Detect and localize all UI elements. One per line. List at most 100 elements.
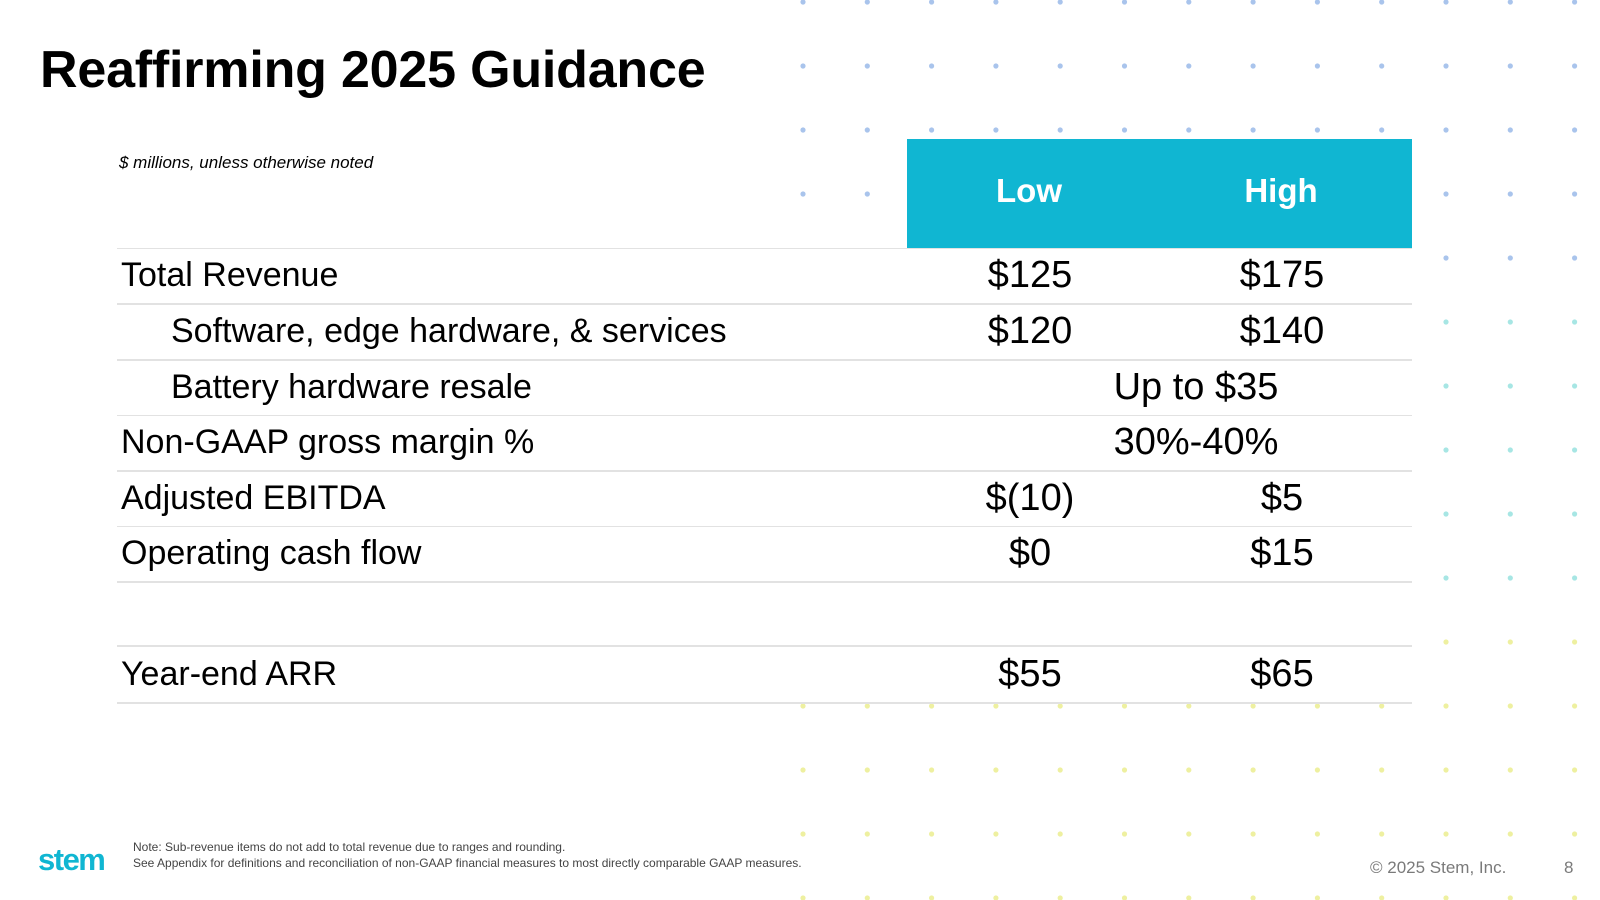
decorative-dot bbox=[1186, 895, 1192, 900]
decorative-dot bbox=[1379, 703, 1385, 709]
row-high-value: $175 bbox=[1239, 254, 1325, 296]
decorative-dot bbox=[864, 703, 870, 709]
decorative-dot bbox=[1443, 831, 1449, 837]
decorative-dot bbox=[1379, 127, 1385, 133]
row-low-value: $0 bbox=[1008, 532, 1052, 574]
decorative-dot bbox=[1314, 127, 1320, 133]
decorative-dot bbox=[1250, 127, 1256, 133]
decorative-dot bbox=[1443, 639, 1449, 645]
decorative-dot bbox=[1121, 63, 1128, 69]
decorative-dot bbox=[864, 0, 870, 5]
row-label: Total Revenue bbox=[121, 256, 339, 294]
table-section-divider bbox=[117, 645, 1412, 647]
decorative-dot bbox=[1572, 831, 1578, 837]
decorative-dot bbox=[1507, 895, 1513, 900]
decorative-dot bbox=[1314, 703, 1320, 709]
decorative-dot bbox=[1057, 831, 1063, 837]
row-label: Software, edge hardware, & services bbox=[171, 312, 727, 350]
decorative-dot bbox=[929, 895, 935, 900]
decorative-dot bbox=[1121, 895, 1128, 900]
decorative-dot bbox=[1443, 127, 1449, 133]
row-label: Year-end ARR bbox=[121, 655, 338, 693]
decorative-dot bbox=[1379, 895, 1385, 900]
decorative-dot bbox=[864, 191, 870, 197]
decorative-dot bbox=[1250, 63, 1256, 69]
decorative-dot bbox=[1314, 0, 1320, 5]
decorative-dot bbox=[993, 63, 999, 69]
decorative-dot bbox=[1186, 63, 1192, 69]
decorative-dot bbox=[1572, 639, 1578, 645]
footnote-line-1: Note: Sub-revenue items do not add to to… bbox=[133, 840, 566, 854]
row-battery-hardware-resale: Battery hardware resale Up to $35 bbox=[117, 361, 1412, 417]
footnote-line-2: See Appendix for definitions and reconci… bbox=[133, 856, 802, 870]
row-high-value: $15 bbox=[1250, 532, 1314, 574]
column-header-bar: Low High bbox=[907, 139, 1412, 249]
decorative-dot bbox=[1507, 575, 1513, 581]
decorative-dot bbox=[1121, 0, 1128, 5]
decorative-dot bbox=[1507, 831, 1513, 837]
decorative-dot bbox=[800, 831, 806, 837]
decorative-dot bbox=[1572, 703, 1578, 709]
column-header-high: High bbox=[1244, 172, 1318, 209]
stem-logo: stem bbox=[38, 842, 106, 877]
decorative-dot bbox=[1379, 767, 1385, 773]
decorative-dot bbox=[1507, 63, 1513, 69]
decorative-dot bbox=[1379, 831, 1385, 837]
column-header-low: Low bbox=[996, 172, 1062, 209]
decorative-dot bbox=[1443, 767, 1449, 773]
decorative-dot bbox=[1443, 383, 1449, 389]
decorative-dot bbox=[1121, 831, 1128, 837]
decorative-dot bbox=[864, 127, 870, 133]
row-operating-cash-flow: Operating cash flow $0 $15 bbox=[117, 527, 1412, 583]
decorative-dot bbox=[1250, 0, 1256, 5]
row-non-gaap-gross-margin: Non-GAAP gross margin % 30%-40% bbox=[117, 416, 1412, 472]
decorative-dot bbox=[1121, 703, 1128, 709]
row-label: Non-GAAP gross margin % bbox=[121, 423, 535, 461]
decorative-dot bbox=[1186, 127, 1192, 133]
decorative-dot bbox=[1507, 639, 1513, 645]
decorative-dot bbox=[1314, 767, 1320, 773]
decorative-dot bbox=[1057, 127, 1063, 133]
decorative-dot bbox=[1443, 191, 1449, 197]
row-label: Operating cash flow bbox=[121, 534, 422, 572]
row-adjusted-ebitda: Adjusted EBITDA $(10) $5 bbox=[117, 472, 1412, 528]
decorative-dot bbox=[1250, 767, 1256, 773]
decorative-dot bbox=[993, 831, 999, 837]
decorative-dot bbox=[1186, 767, 1192, 773]
decorative-dot bbox=[993, 703, 999, 709]
decorative-dot bbox=[1507, 447, 1513, 453]
row-high-value: $5 bbox=[1260, 477, 1304, 519]
decorative-dot bbox=[1443, 703, 1449, 709]
decorative-dot bbox=[1572, 255, 1578, 261]
decorative-dot bbox=[1443, 255, 1449, 261]
row-label: Adjusted EBITDA bbox=[121, 479, 386, 517]
decorative-dot bbox=[1572, 191, 1578, 197]
decorative-dot bbox=[1250, 831, 1256, 837]
decorative-dot bbox=[1572, 383, 1578, 389]
decorative-dot bbox=[800, 895, 806, 900]
decorative-dot bbox=[1314, 63, 1320, 69]
row-high-value: $140 bbox=[1239, 310, 1325, 352]
row-low-value: $125 bbox=[987, 254, 1073, 296]
row-high-value: $65 bbox=[1250, 653, 1314, 695]
decorative-dot bbox=[993, 0, 999, 5]
decorative-dot bbox=[929, 831, 935, 837]
decorative-dot bbox=[800, 191, 806, 197]
decorative-dot bbox=[993, 767, 999, 773]
decorative-dot bbox=[1121, 767, 1128, 773]
decorative-dot bbox=[800, 703, 806, 709]
page-title: Reaffirming 2025 Guidance bbox=[40, 38, 712, 102]
decorative-dot bbox=[1121, 127, 1128, 133]
decorative-dot bbox=[864, 63, 870, 69]
decorative-dot bbox=[1507, 191, 1513, 197]
decorative-dot bbox=[1572, 319, 1578, 325]
decorative-dot bbox=[1250, 895, 1256, 900]
decorative-dot bbox=[929, 127, 935, 133]
decorative-dot bbox=[993, 895, 999, 900]
decorative-dot bbox=[1057, 767, 1063, 773]
decorative-dot bbox=[929, 0, 935, 5]
decorative-dot bbox=[1443, 63, 1449, 69]
decorative-dot bbox=[1314, 831, 1320, 837]
decorative-dot bbox=[1572, 127, 1578, 133]
footnote: Note: Sub-revenue items do not add to to… bbox=[133, 839, 802, 871]
